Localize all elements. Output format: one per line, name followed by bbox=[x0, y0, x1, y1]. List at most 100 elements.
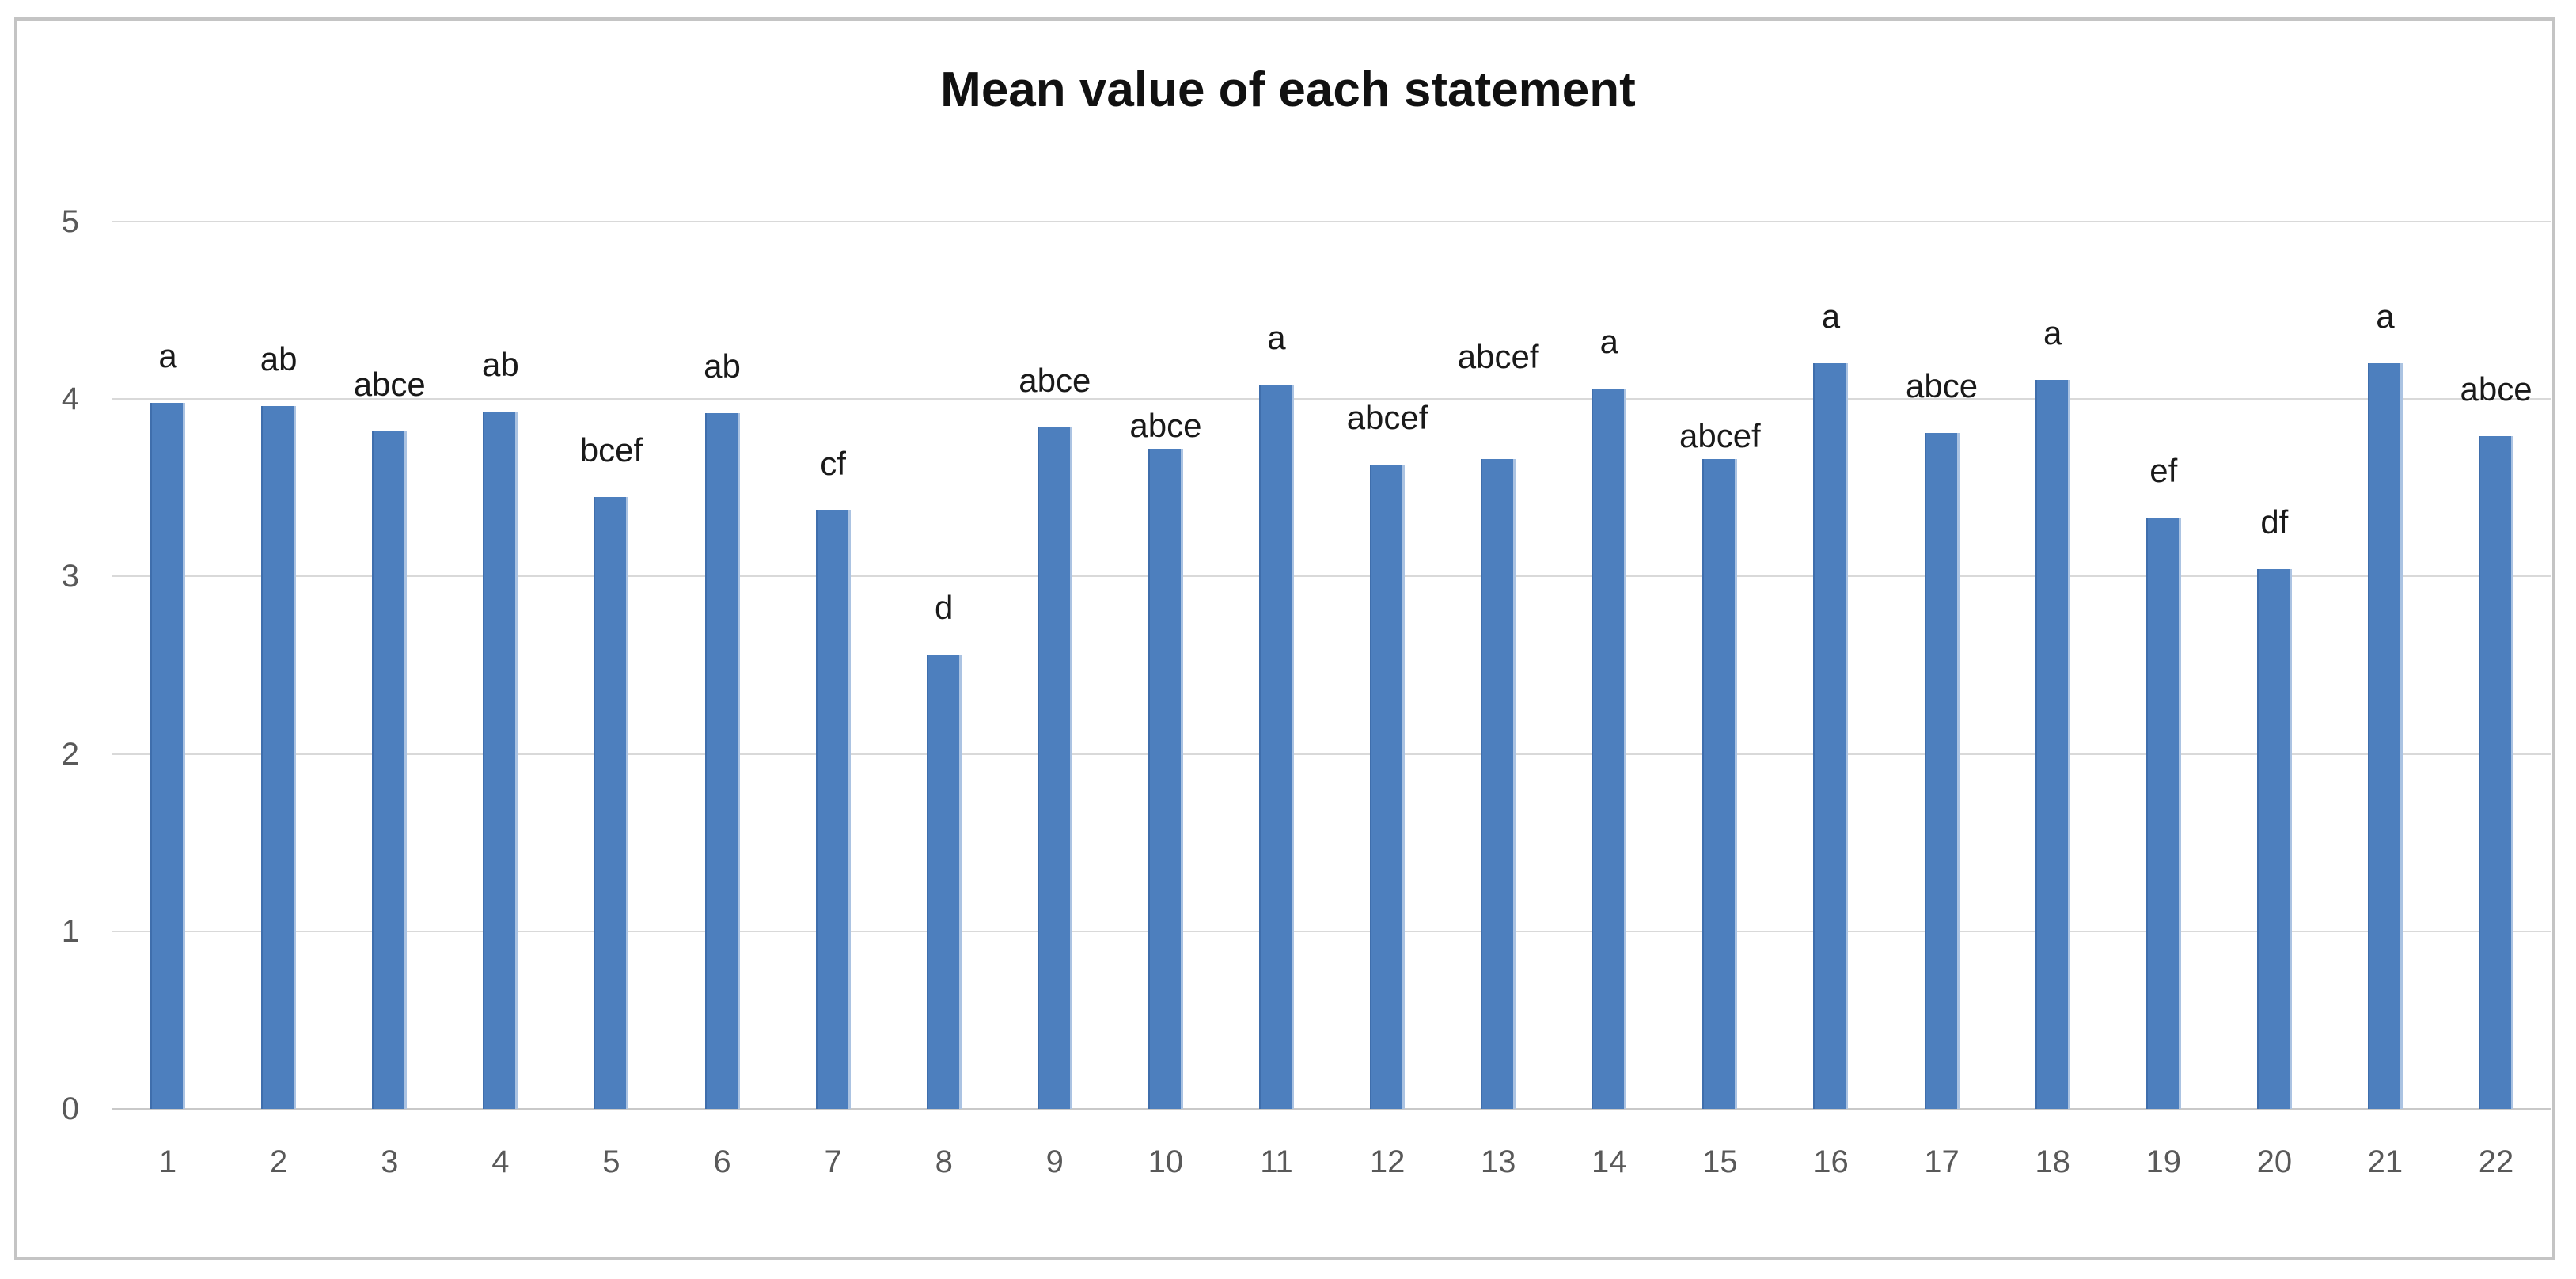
x-tick-label-3: 3 bbox=[381, 1144, 399, 1179]
bar-10 bbox=[1148, 448, 1183, 1109]
data-label-3: abce bbox=[353, 365, 426, 403]
x-tick-label-1: 1 bbox=[158, 1144, 177, 1179]
y-tick-label-5: 5 bbox=[61, 204, 79, 239]
bar-slot-2: ab bbox=[223, 222, 334, 1109]
data-label-17: abce bbox=[1906, 366, 1978, 404]
bar-slot-19: ef bbox=[2108, 222, 2219, 1109]
gridline-1 bbox=[112, 930, 2551, 932]
data-label-13: abcef bbox=[1457, 338, 1539, 376]
bar-slot-10: abce bbox=[1110, 222, 1221, 1109]
y-tick-label-2: 2 bbox=[61, 736, 79, 772]
bar-slot-9: abce bbox=[1000, 222, 1110, 1109]
bar-12 bbox=[1370, 465, 1406, 1109]
x-tick-label-8: 8 bbox=[935, 1144, 953, 1179]
data-label-2: ab bbox=[260, 340, 298, 378]
bar-7 bbox=[815, 510, 851, 1109]
x-tick-label-15: 15 bbox=[1702, 1144, 1738, 1179]
x-tick-label-6: 6 bbox=[713, 1144, 731, 1179]
bar-slot-1: a bbox=[112, 222, 223, 1109]
bar-slot-21: a bbox=[2330, 222, 2441, 1109]
data-label-16: a bbox=[1821, 298, 1841, 336]
data-label-8: d bbox=[935, 589, 954, 627]
bar-3 bbox=[372, 431, 408, 1109]
gridline-3 bbox=[112, 575, 2551, 578]
chart-title: Mean value of each statement bbox=[940, 63, 1636, 117]
x-tick-label-22: 22 bbox=[2478, 1144, 2514, 1179]
bar-slot-12: abcef bbox=[1332, 222, 1443, 1109]
data-label-14: a bbox=[1599, 322, 1618, 360]
x-tick-label-13: 13 bbox=[1480, 1144, 1516, 1179]
bar-slot-14: a bbox=[1554, 222, 1664, 1109]
x-tick-label-7: 7 bbox=[824, 1144, 842, 1179]
gridline-2 bbox=[112, 753, 2551, 755]
x-axis-labels: 1 2 3 4 5 6 7 8 9 10 11 12 13 14 15 16 17 18 19 20 21 22 bbox=[112, 1138, 2551, 1178]
bar-slot-17: abce bbox=[1887, 222, 1997, 1109]
bar-21 bbox=[2367, 363, 2403, 1109]
data-label-12: abcef bbox=[1346, 399, 1428, 437]
bar-slot-18: a bbox=[1997, 222, 2108, 1109]
bar-14 bbox=[1592, 388, 1627, 1109]
y-tick-label-1: 1 bbox=[61, 913, 79, 949]
plot-area: a ab abce ab bcef ab cf d abce abce a abcef abcef a ab… bbox=[112, 221, 2551, 1110]
gridline-5 bbox=[112, 221, 2551, 222]
x-tick-label-5: 5 bbox=[602, 1144, 620, 1179]
bar-slot-3: abce bbox=[334, 222, 445, 1109]
data-label-1: a bbox=[158, 336, 177, 374]
x-tick-label-20: 20 bbox=[2256, 1144, 2293, 1179]
data-label-18: a bbox=[2043, 313, 2062, 351]
data-label-6: ab bbox=[704, 347, 741, 385]
data-label-9: abce bbox=[1019, 362, 1091, 400]
bar-slot-11: a bbox=[1221, 222, 1332, 1109]
bar-slot-4: ab bbox=[445, 222, 556, 1109]
bar-18 bbox=[2035, 379, 2070, 1109]
bar-22 bbox=[2479, 436, 2514, 1109]
x-tick-label-17: 17 bbox=[1924, 1144, 1960, 1179]
bar-5 bbox=[594, 496, 629, 1109]
x-tick-label-19: 19 bbox=[2145, 1144, 2181, 1179]
bar-slot-22: abce bbox=[2441, 222, 2551, 1109]
x-tick-label-18: 18 bbox=[2035, 1144, 2070, 1179]
bar-20 bbox=[2256, 569, 2292, 1109]
data-label-15: abcef bbox=[1679, 417, 1761, 455]
data-label-7: cf bbox=[820, 445, 846, 483]
bar-15 bbox=[1702, 459, 1738, 1109]
bar-11 bbox=[1258, 385, 1294, 1109]
data-label-20: df bbox=[2260, 503, 2289, 541]
data-label-21: a bbox=[2376, 298, 2395, 336]
gridline-0 bbox=[112, 1108, 2551, 1110]
bar-13 bbox=[1481, 459, 1516, 1109]
bar-1 bbox=[150, 402, 186, 1109]
bar-slot-20: df bbox=[2219, 222, 2330, 1109]
x-tick-label-21: 21 bbox=[2367, 1144, 2403, 1179]
bar-17 bbox=[1924, 432, 1960, 1109]
x-tick-label-10: 10 bbox=[1148, 1144, 1184, 1179]
bar-slot-7: cf bbox=[778, 222, 889, 1109]
data-label-4: ab bbox=[481, 345, 519, 383]
bar-9 bbox=[1037, 427, 1072, 1109]
bar-slot-8: d bbox=[889, 222, 1000, 1109]
x-tick-label-9: 9 bbox=[1045, 1144, 1064, 1179]
bar-19 bbox=[2145, 518, 2181, 1109]
bar-slot-13: abcef bbox=[1443, 222, 1554, 1109]
x-tick-label-12: 12 bbox=[1369, 1144, 1406, 1179]
x-tick-label-2: 2 bbox=[270, 1144, 288, 1179]
x-tick-label-14: 14 bbox=[1592, 1144, 1627, 1179]
x-tick-label-4: 4 bbox=[491, 1144, 510, 1179]
y-tick-label-3: 3 bbox=[61, 559, 79, 594]
bar-slot-15: abcef bbox=[1664, 222, 1775, 1109]
bar-16 bbox=[1813, 363, 1849, 1109]
y-tick-label-4: 4 bbox=[61, 381, 79, 417]
bar-2 bbox=[261, 406, 297, 1109]
data-label-10: abce bbox=[1129, 406, 1202, 444]
bars-row: a ab abce ab bcef ab cf d abce abce a abcef abcef a ab… bbox=[112, 222, 2551, 1109]
bar-8 bbox=[926, 655, 962, 1109]
data-label-5: bcef bbox=[579, 431, 643, 469]
bar-slot-6: ab bbox=[666, 222, 777, 1109]
bar-slot-5: bcef bbox=[556, 222, 666, 1109]
gridline-4 bbox=[112, 398, 2551, 400]
bar-slot-16: a bbox=[1775, 222, 1886, 1109]
data-label-19: ef bbox=[2149, 452, 2178, 490]
bar-4 bbox=[483, 411, 518, 1109]
x-tick-label-16: 16 bbox=[1813, 1144, 1849, 1179]
data-label-11: a bbox=[1267, 319, 1286, 357]
